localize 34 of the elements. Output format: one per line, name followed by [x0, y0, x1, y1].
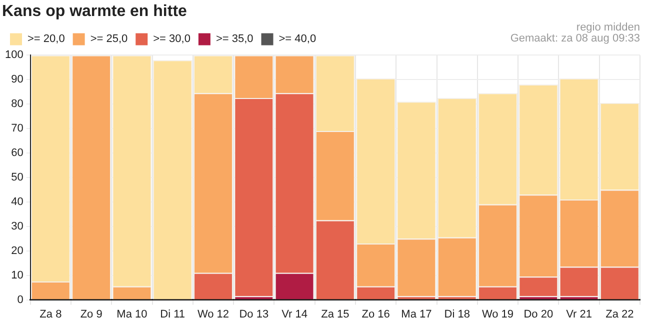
x-tick-label: Zo 9 — [80, 308, 102, 320]
x-tick-label: Ma 17 — [401, 308, 432, 320]
y-tick-label: 20 — [11, 244, 24, 257]
x-tick-label: Za 22 — [606, 308, 634, 320]
text: Gemaakt: za 08 aug 09:33 — [510, 32, 640, 45]
legend-label: >= 30,0 — [153, 33, 190, 46]
x-tick-label: Zo 16 — [362, 308, 390, 320]
text: regio midden — [576, 22, 640, 34]
x-tick-label: Wo 12 — [197, 308, 230, 320]
y-tick-label: 0 — [17, 294, 24, 306]
y-tick-label: 80 — [11, 98, 24, 110]
x-tick-label: Vr 14 — [282, 308, 308, 320]
x-tick-label: Za 8 — [40, 308, 62, 320]
y-tick-label: 10 — [11, 269, 24, 282]
x-tick-label: Wo 19 — [482, 308, 514, 320]
y-tick-label: 50 — [11, 172, 24, 184]
y-tick-label: 90 — [11, 74, 24, 86]
x-tick-label: Di 11 — [160, 308, 186, 320]
legend-label: >= 40,0 — [278, 33, 316, 46]
x-tick-label: Do 13 — [239, 308, 269, 320]
legend-label: >= 25,0 — [90, 33, 128, 46]
x-tick-label: Za 15 — [321, 308, 350, 320]
y-tick-label: 70 — [11, 122, 24, 135]
y-tick-label: 100 — [4, 49, 24, 62]
x-tick-label: Di 18 — [444, 308, 470, 320]
y-tick-label: 60 — [11, 147, 24, 160]
chart-title: Kans op warmte en hitte — [2, 3, 188, 20]
legend-label: >= 20,0 — [28, 33, 65, 46]
x-tick-label: Ma 10 — [116, 308, 148, 320]
y-tick-label: 40 — [11, 196, 24, 208]
x-tick-label: Vr 21 — [566, 308, 592, 320]
x-tick-label: Do 20 — [524, 308, 554, 320]
y-tick-label: 30 — [11, 220, 24, 232]
legend-label: >= 35,0 — [216, 33, 254, 46]
